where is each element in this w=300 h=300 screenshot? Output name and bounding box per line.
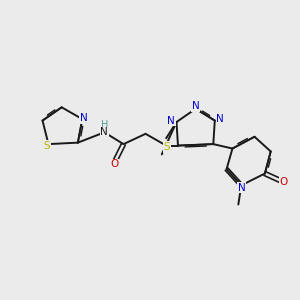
Text: O: O <box>110 159 118 169</box>
Text: N: N <box>238 183 246 193</box>
Text: N: N <box>192 101 200 111</box>
Text: O: O <box>279 176 287 187</box>
Text: N: N <box>216 114 224 124</box>
Text: N: N <box>100 127 108 137</box>
Text: H: H <box>101 120 108 130</box>
Text: S: S <box>164 142 170 152</box>
Text: N: N <box>80 113 88 124</box>
Text: S: S <box>44 141 50 151</box>
Text: N: N <box>167 116 175 126</box>
